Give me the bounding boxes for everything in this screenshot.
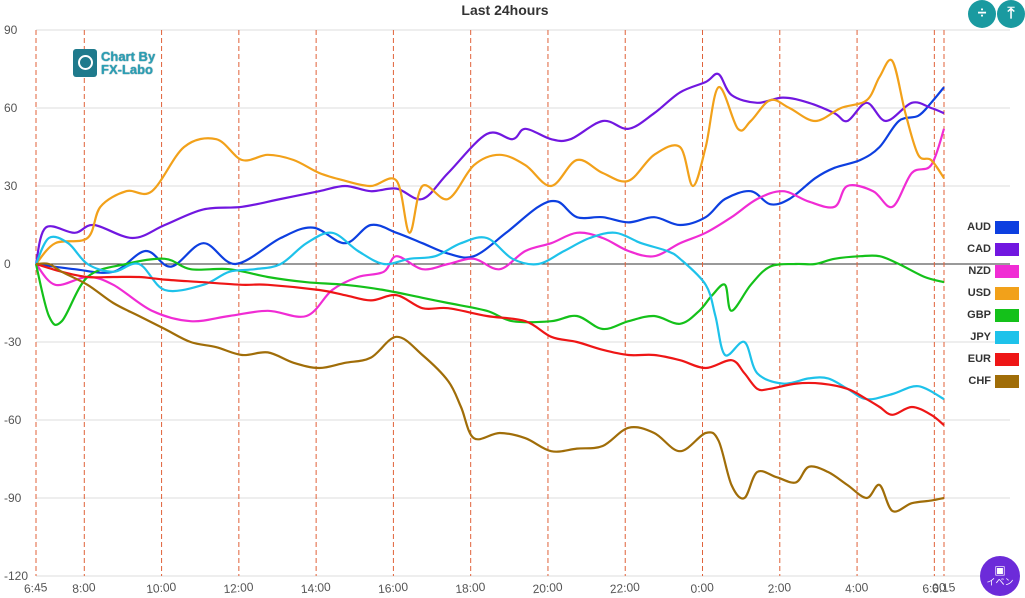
legend-label: GBP [967, 309, 991, 321]
y-tick-label: 60 [4, 101, 18, 115]
series-line-jpy [34, 231, 945, 401]
legend-label: NZD [968, 265, 991, 277]
x-tick-label: 8:00 [72, 580, 97, 596]
y-tick-label: 90 [4, 23, 18, 37]
event-button-label: イベン [986, 577, 1014, 587]
legend-item-aud[interactable]: AUD [957, 216, 1019, 238]
y-tick-label: -30 [4, 335, 22, 349]
y-tick-label: -60 [4, 413, 22, 427]
legend-swatch [995, 242, 1019, 256]
series-line-chf [35, 262, 945, 513]
grid [36, 29, 1010, 577]
y-tick-label: 30 [4, 179, 18, 193]
series-line-aud [35, 86, 945, 274]
series-line-usd [35, 58, 945, 265]
series-line-gbp [34, 254, 945, 331]
legend-swatch [995, 264, 1019, 278]
series-line-cad [34, 72, 945, 265]
x-tick-label: 14:00 [300, 580, 331, 597]
series-lines [34, 58, 946, 513]
series-line-eur [35, 262, 945, 427]
y-tick-label: -120 [4, 569, 28, 583]
legend-swatch [995, 330, 1019, 344]
legend-item-eur[interactable]: EUR [957, 348, 1019, 370]
x-tick-label: 0:00 [690, 580, 715, 596]
y-tick-label: -90 [4, 491, 22, 505]
split-view-button[interactable]: ÷ [968, 0, 996, 28]
legend-item-gbp[interactable]: GBP [957, 304, 1019, 326]
legend-label: USD [967, 287, 991, 299]
x-tick-label: 22:00 [609, 580, 640, 597]
legend-label: JPY [970, 331, 991, 343]
calendar-icon: ▣ [994, 563, 1006, 577]
y-axis-ticks: 90 60 30 0 -30 -60 -90 -120 [4, 23, 28, 583]
legend: AUD CAD NZD USD GBP JPY EUR CHF [957, 216, 1019, 392]
x-axis-ticks: 6:45 8:00 10:00 12:00 14:00 16:00 18:00 20:00 22… [23, 580, 956, 597]
legend-swatch [995, 352, 1019, 366]
legend-label: CHF [968, 375, 991, 387]
x-tick-label: 12:00 [223, 580, 254, 597]
legend-item-cad[interactable]: CAD [957, 238, 1019, 260]
legend-item-jpy[interactable]: JPY [957, 326, 1019, 348]
logo-line-1: Chart By [101, 49, 156, 64]
x-tick-label: 20:00 [532, 580, 563, 597]
legend-swatch [995, 220, 1019, 234]
x-tick-label: 10:00 [146, 580, 177, 597]
x-tick-label: 16:00 [377, 580, 408, 597]
x-tick-label: 4:00 [844, 580, 869, 596]
vertical-gridlines [35, 30, 945, 576]
chart-title: Last 24hours [461, 2, 549, 18]
legend-item-nzd[interactable]: NZD [957, 260, 1019, 282]
x-tick-label: 6:15 [931, 580, 956, 596]
legend-swatch [995, 308, 1019, 322]
x-tick-label: 6:00 [922, 580, 947, 596]
fx-labo-logo: Chart By FX-Labo [73, 49, 155, 77]
x-tick-label: 18:00 [455, 580, 486, 597]
logo-line-2: FX-Labo [101, 62, 153, 77]
legend-item-chf[interactable]: CHF [957, 370, 1019, 392]
y-tick-label: 0 [4, 257, 11, 271]
series-line-nzd [35, 128, 946, 323]
x-tick-label: 2:00 [767, 580, 792, 596]
legend-item-usd[interactable]: USD [957, 282, 1019, 304]
legend-label: EUR [967, 353, 991, 365]
legend-swatch [995, 374, 1019, 388]
scroll-top-button[interactable]: ⤒ [997, 0, 1025, 28]
logo-icon [73, 49, 97, 77]
event-button[interactable]: ▣ イベン [980, 556, 1020, 596]
legend-label: AUD [967, 221, 991, 233]
legend-label: CAD [967, 243, 991, 255]
x-tick-label: 6:45 [23, 580, 48, 596]
split-icon: ÷ [977, 5, 987, 22]
legend-swatch [995, 286, 1019, 300]
arrow-to-top-icon: ⤒ [1007, 5, 1015, 22]
